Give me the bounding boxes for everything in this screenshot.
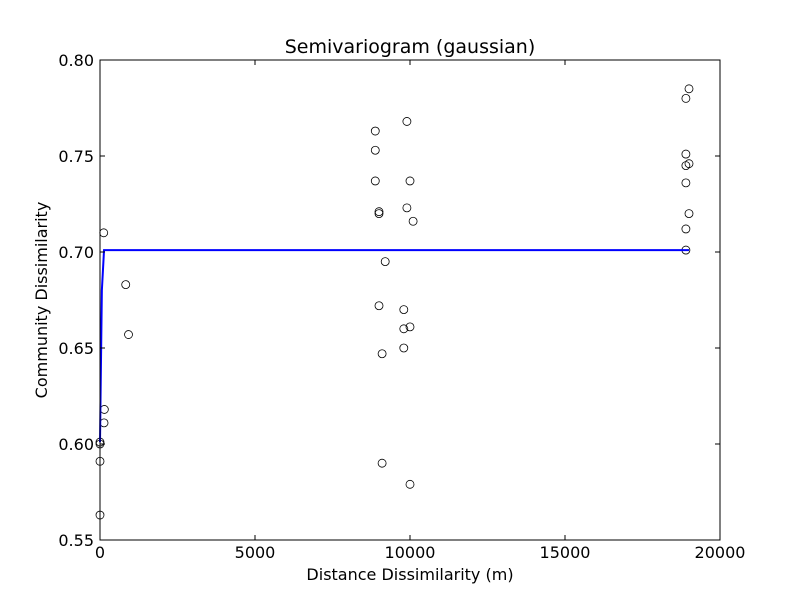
data-point <box>681 94 691 103</box>
y-tick-label: 0.75 <box>58 147 94 166</box>
data-point <box>399 343 409 353</box>
x-tick-label: 20000 <box>695 543 746 562</box>
model-fit-line <box>99 249 689 443</box>
y-tick-label: 0.60 <box>58 435 94 454</box>
data-point <box>374 207 384 217</box>
data-point <box>681 149 691 159</box>
y-axis-title: Community Dissimilarity <box>32 202 51 399</box>
data-point <box>370 126 380 136</box>
x-tick-label: 15000 <box>540 543 591 562</box>
x-tick-label: 10000 <box>385 543 436 562</box>
y-tick-label: 0.80 <box>58 51 94 70</box>
data-point <box>681 161 691 171</box>
data-point <box>684 84 694 94</box>
data-point <box>380 257 390 267</box>
data-point <box>374 209 384 219</box>
data-point <box>399 324 409 334</box>
y-tick-label: 0.55 <box>58 531 94 550</box>
data-point <box>370 145 380 155</box>
x-tick-label: 0 <box>95 543 105 562</box>
data-point <box>377 349 387 359</box>
x-tick-label: 5000 <box>235 543 276 562</box>
data-point <box>370 176 380 186</box>
data-point <box>377 458 387 468</box>
data-point <box>405 176 415 186</box>
y-tick-label: 0.70 <box>58 243 94 262</box>
data-point <box>402 203 412 213</box>
chart-title: Semivariogram (gaussian) <box>285 36 536 58</box>
y-tick-label: 0.65 <box>58 339 94 358</box>
data-point <box>681 224 691 234</box>
data-point <box>399 305 409 315</box>
data-point <box>405 322 415 332</box>
data-point <box>681 178 691 188</box>
data-point <box>402 117 412 126</box>
data-point <box>684 209 694 219</box>
data-point <box>684 159 694 169</box>
data-point <box>121 280 131 290</box>
data-point <box>408 216 418 226</box>
data-point <box>374 301 384 311</box>
x-axis-title: Distance Dissimilarity (m) <box>306 565 513 584</box>
y-axis: 0.55 0.60 0.65 0.70 0.75 0.80 <box>58 51 720 550</box>
data-point <box>405 479 415 489</box>
data-point <box>124 330 133 339</box>
x-axis: 0 5000 10000 15000 20000 <box>95 60 746 562</box>
